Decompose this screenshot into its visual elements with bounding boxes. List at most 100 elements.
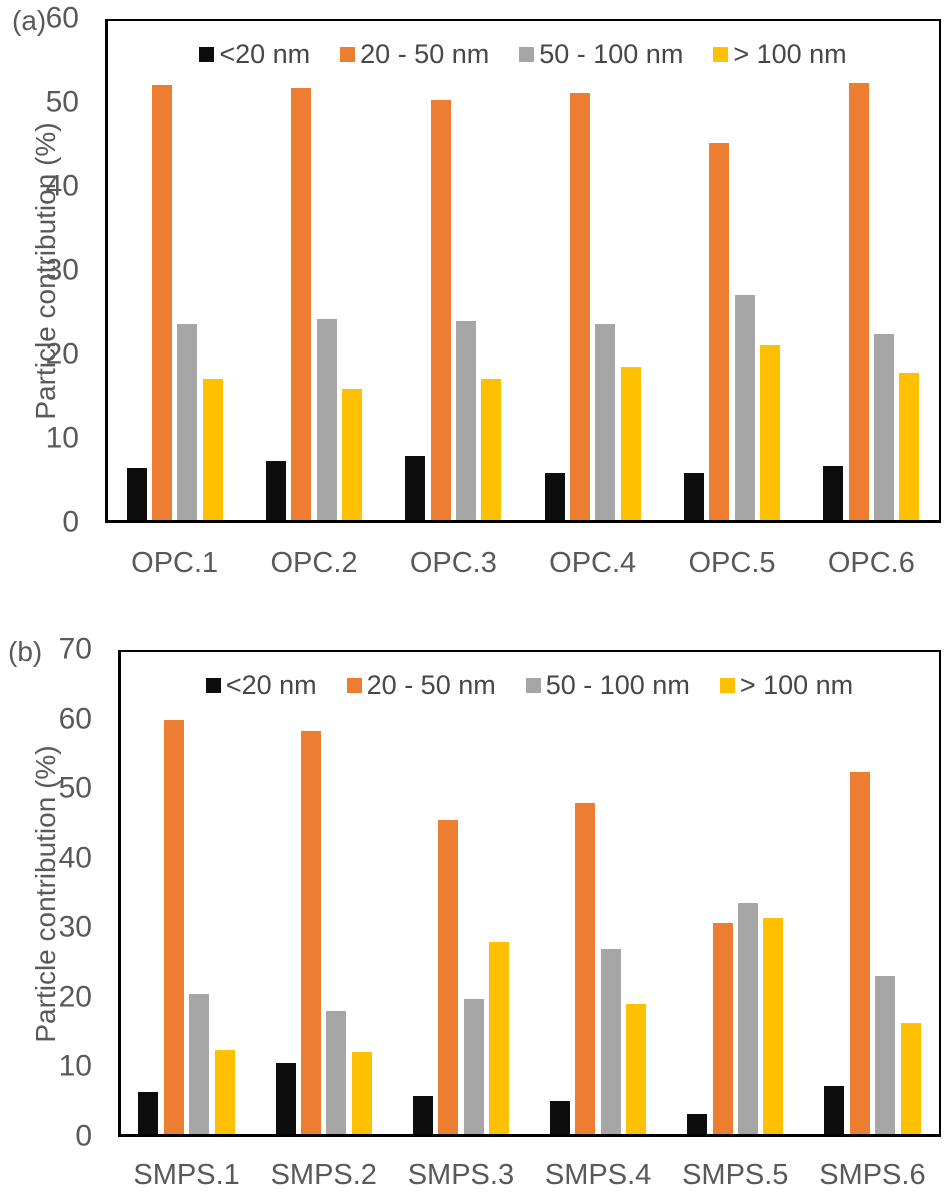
panel-label-a: (a) — [12, 5, 47, 36]
y-tick-label: 50 — [45, 85, 79, 119]
x-axis-category-label: OPC.3 — [409, 547, 497, 579]
bar — [544, 472, 565, 520]
legend-swatch-icon — [719, 678, 735, 693]
bar — [874, 334, 895, 520]
legend-item: <20 nm — [199, 39, 310, 70]
x-axis-category-label: SMPS.2 — [270, 1159, 377, 1191]
y-tick-label: 20 — [58, 980, 92, 1014]
x-axis-category-label: SMPS.6 — [819, 1159, 926, 1191]
legend-swatch-icon — [340, 47, 356, 62]
bar — [177, 323, 198, 520]
legend-item: 20 - 50 nm — [346, 670, 496, 701]
bar — [620, 366, 641, 520]
legend: <20 nm 20 - 50 nm 50 - 100 nm > 100 nm — [105, 39, 941, 70]
bar — [569, 92, 590, 520]
y-tick-label: 70 — [58, 632, 92, 666]
bar — [600, 949, 621, 1134]
y-tick-label: 30 — [58, 910, 92, 944]
legend-swatch-icon — [713, 47, 729, 62]
bar — [712, 922, 733, 1134]
x-axis-category-label: SMPS.1 — [133, 1159, 240, 1191]
bar — [595, 323, 616, 520]
bar — [265, 460, 286, 520]
bar — [301, 730, 322, 1134]
bar — [151, 85, 172, 520]
x-axis-category-label: OPC.4 — [549, 547, 637, 579]
legend-swatch-icon — [525, 678, 541, 693]
bar — [405, 455, 426, 520]
y-tick-label: 40 — [45, 169, 79, 203]
y-tick-label: 50 — [58, 771, 92, 805]
x-axis-category-label: OPC.1 — [131, 547, 219, 579]
bar — [163, 720, 184, 1134]
bar — [412, 1095, 433, 1134]
bar — [549, 1100, 570, 1134]
bar — [463, 999, 484, 1134]
bar — [291, 87, 312, 520]
bar — [900, 1022, 921, 1134]
bar — [875, 976, 896, 1134]
bar — [709, 143, 730, 520]
bar — [202, 379, 223, 520]
legend-item: 50 - 100 nm — [525, 670, 690, 701]
y-tick-label: 40 — [58, 841, 92, 875]
bar — [430, 100, 451, 520]
legend-item-label: 50 - 100 nm — [545, 670, 690, 700]
bar — [275, 1063, 296, 1134]
legend-swatch-icon — [346, 678, 362, 693]
bar — [687, 1114, 708, 1134]
bar — [138, 1092, 159, 1134]
bar — [763, 917, 784, 1134]
bar — [189, 994, 210, 1134]
bar — [351, 1052, 372, 1134]
bar — [575, 803, 596, 1134]
bar — [316, 318, 337, 520]
y-tick-label: 30 — [45, 253, 79, 287]
legend-item-label: <20 nm — [219, 39, 311, 69]
legend-item: > 100 nm — [713, 39, 847, 70]
y-tick-label: 0 — [62, 505, 79, 539]
bar — [823, 465, 844, 520]
y-tick-label: 10 — [58, 1049, 92, 1083]
bar — [849, 772, 870, 1134]
bar — [848, 82, 869, 520]
bar — [899, 373, 920, 520]
bar — [481, 378, 502, 520]
legend-item: 20 - 50 nm — [340, 39, 489, 70]
bar — [326, 1011, 347, 1134]
bar — [126, 468, 147, 520]
plot-area-b — [118, 650, 941, 1137]
bar — [342, 388, 363, 520]
x-axis-category-label: OPC.5 — [688, 547, 776, 579]
legend-item-label: 50 - 100 nm — [539, 39, 684, 69]
bar — [438, 819, 459, 1134]
x-axis-category-label: OPC.6 — [827, 547, 915, 579]
legend-swatch-icon — [199, 47, 215, 62]
bar — [489, 941, 510, 1134]
y-tick-label: 60 — [58, 701, 92, 735]
y-tick-label: 20 — [45, 337, 79, 371]
legend-item: > 100 nm — [719, 670, 853, 701]
legend-item: <20 nm — [205, 670, 317, 701]
y-tick-label: 0 — [75, 1119, 92, 1153]
bar — [760, 344, 781, 520]
chart-panel-b: (b) Particle contribution (%) 0 10 20 30 40 5… — [0, 631, 951, 1195]
chart-panel-a: (a) Particle contribution (%) 0 10 20 30 40 5… — [12, 1, 941, 579]
x-axis-category-label: OPC.2 — [270, 547, 358, 579]
legend-swatch-icon — [205, 678, 221, 693]
panel-label-b: (b) — [8, 636, 43, 667]
legend: <20 nm 20 - 50 nm 50 - 100 nm > 100 nm — [118, 670, 941, 701]
legend-item-label: 20 - 50 nm — [360, 39, 490, 69]
plot-area-a — [105, 19, 941, 523]
bar — [734, 295, 755, 520]
bar — [737, 903, 758, 1134]
bar — [626, 1004, 647, 1134]
bar — [214, 1050, 235, 1134]
y-tick-label: 60 — [45, 1, 79, 35]
x-axis-category-label: SMPS.3 — [407, 1159, 515, 1191]
bar — [683, 472, 704, 520]
y-tick-label: 10 — [45, 421, 79, 455]
x-axis-category-label: SMPS.5 — [682, 1159, 789, 1191]
bar — [824, 1086, 845, 1134]
